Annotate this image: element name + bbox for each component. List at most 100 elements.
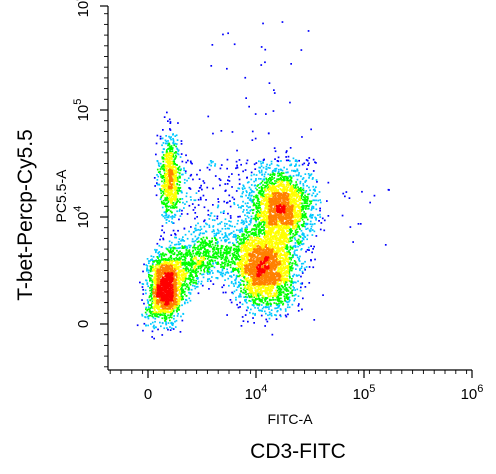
event-dot [301, 240, 303, 242]
event-dot [242, 209, 245, 211]
event-dot [235, 296, 237, 299]
event-dot [178, 243, 180, 246]
event-dot [300, 215, 303, 218]
event-dot [230, 275, 232, 278]
event-dot [271, 181, 273, 184]
event-dot [294, 200, 296, 203]
event-dot [269, 293, 272, 295]
event-dot [282, 261, 285, 264]
event-dot [180, 298, 183, 301]
event-dot [162, 160, 165, 163]
event-dot [259, 231, 261, 233]
event-dot [229, 248, 232, 250]
event-dot [197, 248, 199, 250]
event-dot [294, 242, 297, 244]
event-dot [255, 207, 258, 210]
event-dot [179, 215, 182, 217]
event-dot [151, 287, 154, 290]
event-dot [226, 252, 229, 255]
event-dot [248, 234, 250, 236]
event-dot [294, 222, 297, 224]
event-dot [183, 167, 185, 170]
event-dot [241, 219, 243, 222]
event-dot [172, 246, 174, 249]
event-dot [295, 197, 298, 200]
event-dot [285, 240, 288, 242]
event-dot [303, 215, 305, 217]
event-dot [230, 280, 233, 283]
event-dot [264, 188, 267, 191]
event-dot [214, 244, 217, 247]
event-dot [193, 231, 195, 233]
event-dot [237, 257, 239, 260]
event-dot [261, 286, 264, 288]
event-dot [162, 176, 165, 179]
event-dot [199, 229, 201, 232]
event-dot [179, 190, 181, 192]
event-dot [295, 224, 298, 227]
event-dot [143, 322, 146, 325]
event-dot [173, 169, 175, 172]
event-dot [170, 165, 172, 168]
event-dot [282, 172, 285, 174]
event-dot [232, 283, 235, 285]
event-dot [281, 241, 284, 244]
event-dot [189, 292, 192, 294]
event-dot [274, 225, 277, 228]
event-dot [248, 244, 251, 247]
event-dot [239, 279, 242, 281]
event-dot [303, 220, 305, 223]
event-dot [208, 245, 211, 248]
event-dot [154, 279, 157, 282]
event-dot [219, 167, 222, 170]
event-dot [202, 264, 205, 267]
event-dot [212, 262, 214, 265]
event-dot [276, 289, 279, 292]
event-dot [228, 241, 230, 244]
event-dot [155, 302, 157, 304]
event-dot [159, 198, 162, 201]
event-dot [252, 302, 255, 305]
event-dot [264, 181, 266, 184]
event-dot [290, 176, 293, 179]
event-dot [164, 259, 166, 262]
event-dot [146, 299, 149, 301]
event-dot [164, 167, 167, 169]
event-dot [285, 301, 288, 303]
event-dot [303, 205, 305, 207]
event-dot [297, 174, 300, 177]
event-dot [183, 290, 186, 293]
event-dot [290, 163, 293, 166]
event-dot [170, 314, 173, 316]
event-dot [237, 204, 239, 206]
event-dot [182, 274, 185, 277]
event-dot [265, 204, 268, 206]
event-dot [274, 292, 276, 295]
event-dot [349, 226, 352, 228]
event-dot [206, 272, 209, 274]
event-dot [265, 304, 268, 306]
event-dot [229, 266, 232, 269]
event-dot [256, 216, 258, 219]
event-dot [261, 174, 263, 176]
event-dot [170, 221, 173, 223]
event-dot [296, 203, 298, 206]
event-dot [291, 185, 294, 187]
event-dot [309, 214, 312, 217]
event-dot [282, 183, 284, 186]
event-dot [197, 265, 200, 268]
event-dot [217, 204, 220, 207]
event-dot [166, 177, 169, 179]
event-dot [302, 189, 305, 192]
event-dot [253, 228, 255, 231]
event-dot [309, 174, 312, 176]
event-dot [313, 230, 316, 233]
event-dot [168, 195, 171, 197]
event-dot [248, 288, 251, 291]
event-dot [234, 244, 236, 247]
event-dot [265, 211, 267, 213]
event-dot [302, 196, 305, 198]
event-dot [279, 255, 281, 258]
event-dot [277, 234, 279, 236]
event-dot [274, 293, 277, 296]
